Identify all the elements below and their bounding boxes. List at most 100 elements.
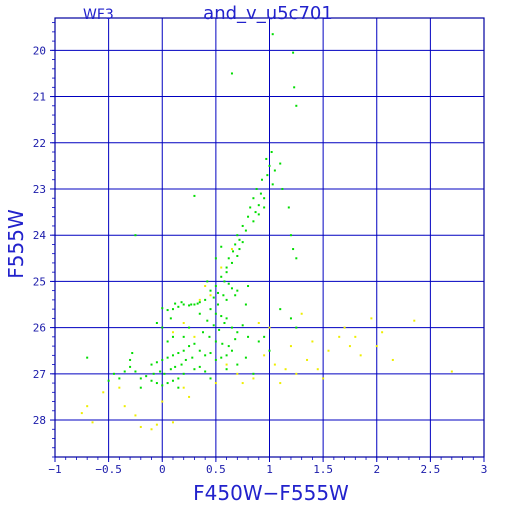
yellow-point	[295, 372, 298, 375]
y-tick-label: 26	[33, 322, 46, 335]
green-point	[131, 352, 134, 355]
green-point	[129, 365, 132, 368]
green-point	[177, 352, 180, 355]
green-point	[244, 229, 247, 232]
green-point	[223, 321, 226, 324]
green-point	[182, 349, 185, 352]
yellow-point	[80, 412, 83, 415]
green-point	[247, 215, 250, 218]
green-point	[188, 345, 191, 348]
y-tick-label: 28	[33, 414, 46, 427]
green-point	[198, 349, 201, 352]
green-point	[208, 335, 211, 338]
green-point	[166, 340, 169, 343]
green-point	[177, 377, 180, 380]
yellow-point	[338, 335, 341, 338]
yellow-point	[193, 335, 196, 338]
green-point	[225, 271, 228, 274]
green-point	[236, 234, 239, 237]
green-point	[292, 51, 295, 54]
green-point	[289, 317, 292, 320]
green-point	[214, 340, 217, 343]
green-point	[174, 302, 177, 305]
green-point	[204, 298, 207, 301]
yellow-point	[209, 294, 212, 297]
yellow-point	[268, 326, 271, 329]
green-point	[263, 197, 266, 200]
green-point	[155, 321, 158, 324]
green-point	[123, 370, 126, 373]
green-point	[257, 204, 260, 207]
green-point	[166, 382, 169, 385]
green-point	[193, 303, 196, 306]
green-point	[193, 368, 196, 371]
green-point	[182, 372, 185, 375]
green-point	[225, 266, 228, 269]
green-point	[202, 331, 205, 334]
yellow-point	[354, 335, 357, 338]
y-tick-label: 20	[33, 44, 46, 57]
green-point	[214, 312, 217, 315]
green-point	[134, 234, 137, 237]
x-tick-label: 0.5	[206, 463, 226, 476]
yellow-point	[241, 382, 244, 385]
green-point	[225, 368, 228, 371]
yellow-point	[161, 400, 164, 403]
green-point	[220, 356, 223, 359]
green-point	[292, 248, 295, 251]
green-point	[174, 365, 177, 368]
green-point	[209, 289, 212, 292]
green-point	[191, 356, 194, 359]
yellow-point	[348, 345, 351, 348]
green-point	[234, 294, 237, 297]
yellow-point	[171, 331, 174, 334]
green-point	[171, 354, 174, 357]
yellow-point	[279, 382, 282, 385]
axis-ticks: −1 −0.5 0 0.5 1 1.5 2 2.5 3 20 21 22 23 24 25 26 27 28	[33, 22, 488, 476]
green-point	[281, 187, 284, 190]
green-point	[182, 335, 185, 338]
green-point	[218, 328, 221, 331]
green-point	[220, 245, 223, 248]
yellow-point	[182, 386, 185, 389]
green-point	[190, 303, 193, 306]
yellow-point	[139, 425, 142, 428]
green-point	[171, 335, 174, 338]
green-point	[206, 319, 209, 322]
green-point	[252, 220, 255, 223]
green-point	[177, 305, 180, 308]
green-point	[257, 340, 260, 343]
green-point	[150, 379, 153, 382]
green-point	[263, 335, 266, 338]
yellow-point	[311, 340, 314, 343]
green-point	[193, 194, 196, 197]
green-point	[188, 326, 191, 329]
yellow-point	[343, 326, 346, 329]
yellow-point	[150, 428, 153, 431]
green-point	[236, 254, 239, 257]
x-axis-label: F450W−F555W	[193, 481, 349, 505]
green-point	[217, 303, 220, 306]
green-point	[249, 206, 252, 209]
yellow-point	[257, 321, 260, 324]
chart-title: and_v_u5c701	[203, 3, 333, 24]
green-point	[155, 361, 158, 364]
green-point	[252, 197, 255, 200]
green-point	[161, 358, 164, 361]
green-point	[155, 382, 158, 385]
x-tick-label: −0.5	[95, 463, 122, 476]
x-tick-label: 3	[481, 463, 488, 476]
green-point	[198, 365, 201, 368]
green-point	[227, 257, 230, 260]
green-point	[234, 243, 237, 246]
green-point	[212, 296, 215, 299]
yellow-point	[155, 423, 158, 426]
green-point	[225, 298, 228, 301]
green-point	[180, 363, 183, 366]
green-point	[295, 104, 298, 107]
green-point	[169, 317, 172, 320]
green-point	[150, 363, 153, 366]
yellow-point	[284, 368, 287, 371]
green-point	[171, 379, 174, 382]
green-point	[238, 248, 241, 251]
